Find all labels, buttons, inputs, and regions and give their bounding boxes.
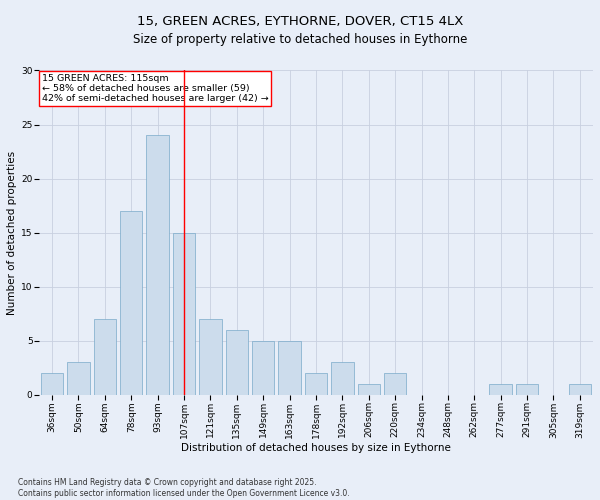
- Bar: [305, 373, 327, 395]
- Bar: [516, 384, 538, 395]
- Bar: [490, 384, 512, 395]
- Bar: [331, 362, 353, 395]
- Y-axis label: Number of detached properties: Number of detached properties: [7, 150, 17, 314]
- Bar: [252, 341, 274, 395]
- Bar: [358, 384, 380, 395]
- Bar: [278, 341, 301, 395]
- Bar: [173, 232, 195, 395]
- Text: Contains HM Land Registry data © Crown copyright and database right 2025.
Contai: Contains HM Land Registry data © Crown c…: [18, 478, 350, 498]
- Bar: [94, 319, 116, 395]
- Bar: [384, 373, 406, 395]
- Bar: [199, 319, 221, 395]
- Bar: [67, 362, 89, 395]
- Bar: [226, 330, 248, 395]
- Bar: [569, 384, 591, 395]
- Text: 15, GREEN ACRES, EYTHORNE, DOVER, CT15 4LX: 15, GREEN ACRES, EYTHORNE, DOVER, CT15 4…: [137, 15, 463, 28]
- Text: 15 GREEN ACRES: 115sqm
← 58% of detached houses are smaller (59)
42% of semi-det: 15 GREEN ACRES: 115sqm ← 58% of detached…: [41, 74, 268, 104]
- Bar: [120, 211, 142, 395]
- X-axis label: Distribution of detached houses by size in Eythorne: Distribution of detached houses by size …: [181, 443, 451, 453]
- Text: Size of property relative to detached houses in Eythorne: Size of property relative to detached ho…: [133, 32, 467, 46]
- Bar: [146, 136, 169, 395]
- Bar: [41, 373, 63, 395]
